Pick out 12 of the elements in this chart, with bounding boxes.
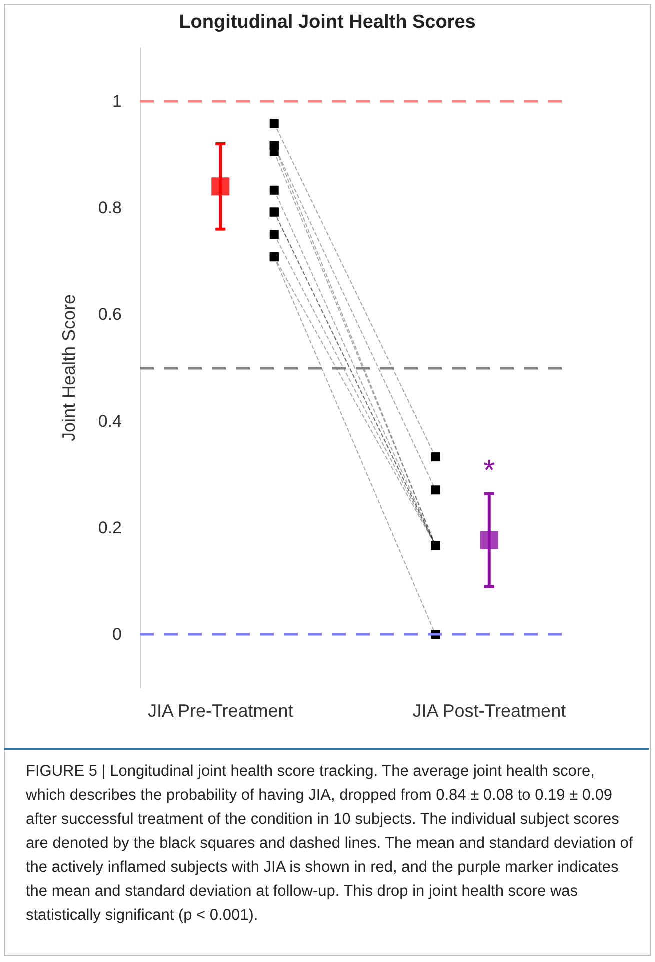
y-tick-label: 0.8 xyxy=(98,198,122,218)
y-axis-title: Joint Health Score xyxy=(59,294,79,442)
x-tick-label: JIA Post-Treatment xyxy=(412,701,566,721)
y-tick-label: 0.6 xyxy=(98,305,122,324)
x-tick-label: JIA Pre-Treatment xyxy=(148,701,294,721)
caption: FIGURE 5 | Longitudinal joint health score tracking. The average joint health score, which describes the probability of having JIA, dropped from 0.84 ± 0.08 to 0.19 ± 0.09 after successful treatment of the condition in 10 subjects. The individual subject scores are denoted by the black squares and dashed lines. The mean and standard deviation of the actively inflamed subjects with JIA is shown in red, and the purple marker indicates the mean and standard deviation at follow-up. This drop in joint health score was statistically significant (p < 0.001). xyxy=(26,762,634,926)
y-tick-label: 0.4 xyxy=(98,412,122,431)
annotation: * xyxy=(484,454,496,488)
chart-title: Longitudinal Joint Health Scores xyxy=(179,12,476,33)
y-tick-label: 1 xyxy=(112,92,122,111)
y-tick-label: 0 xyxy=(112,625,122,644)
y-tick-label: 0.2 xyxy=(98,518,122,538)
